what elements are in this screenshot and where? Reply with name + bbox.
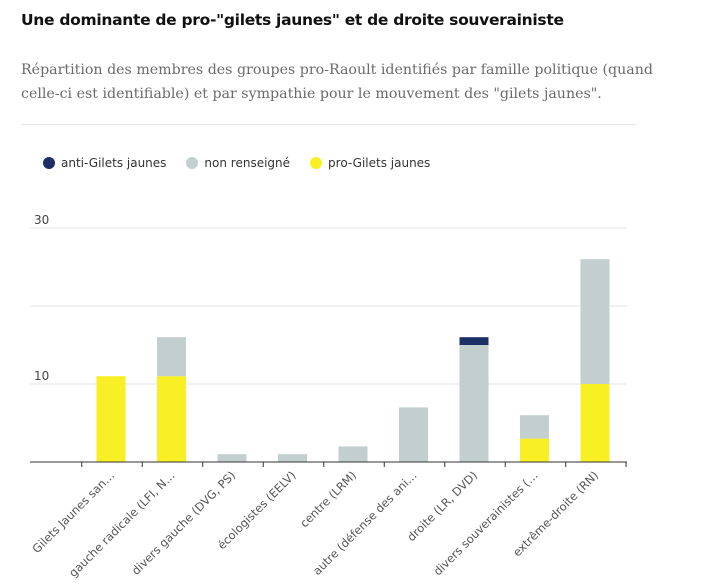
bar-segment[interactable] <box>580 384 610 462</box>
legend-dot-anti <box>43 157 55 169</box>
bar-segment[interactable] <box>520 415 549 439</box>
separator-line <box>21 124 636 125</box>
bar-segment[interactable] <box>278 454 307 462</box>
x-tick-label: divers gauche (DVG, PS) <box>129 468 238 577</box>
x-tick-label: divers souverainistes (… <box>431 468 541 578</box>
x-tick-label: gauche radicale (LFI, N… <box>66 468 178 580</box>
legend-dot-non <box>186 157 199 169</box>
legend-item-anti[interactable]: anti-Gilets jaunes <box>43 156 166 170</box>
legend: anti-Gilets jaunes non renseigné pro-Gil… <box>43 156 450 170</box>
grid-lines: 10 30 <box>30 213 627 385</box>
x-tick-label: autre (défense des ani… <box>310 468 420 578</box>
x-tick-labels: Gilets Jaunes san…gauche radicale (LFI, … <box>29 468 601 580</box>
bar-segment[interactable] <box>580 259 610 384</box>
bar-segment[interactable] <box>520 438 549 462</box>
y-tick-label: 10 <box>34 369 49 383</box>
legend-dot-pro <box>310 157 323 169</box>
chart-title: Une dominante de pro-"gilets jaunes" et … <box>21 11 564 29</box>
bar-segment[interactable] <box>217 454 247 462</box>
x-tick-label: centre (LRM) <box>297 468 359 530</box>
bar-segment[interactable] <box>96 376 126 462</box>
bar-segment[interactable] <box>157 337 186 377</box>
legend-label-anti: anti-Gilets jaunes <box>61 156 167 170</box>
bar-segment[interactable] <box>399 407 428 462</box>
y-tick-label: 30 <box>34 213 49 227</box>
legend-item-non[interactable]: non renseigné <box>186 156 290 170</box>
bars <box>96 259 610 462</box>
bar-segment[interactable] <box>459 345 489 462</box>
legend-item-pro[interactable]: pro-Gilets jaunes <box>310 156 430 170</box>
legend-label-pro: pro-Gilets jaunes <box>328 156 431 170</box>
bar-segment[interactable] <box>157 376 186 462</box>
legend-label-non: non renseigné <box>204 156 291 170</box>
x-axis <box>30 461 627 467</box>
bar-segment[interactable] <box>338 446 368 462</box>
bar-segment[interactable] <box>459 337 489 345</box>
chart-subtitle: Répartition des membres des groupes pro-… <box>21 62 653 102</box>
